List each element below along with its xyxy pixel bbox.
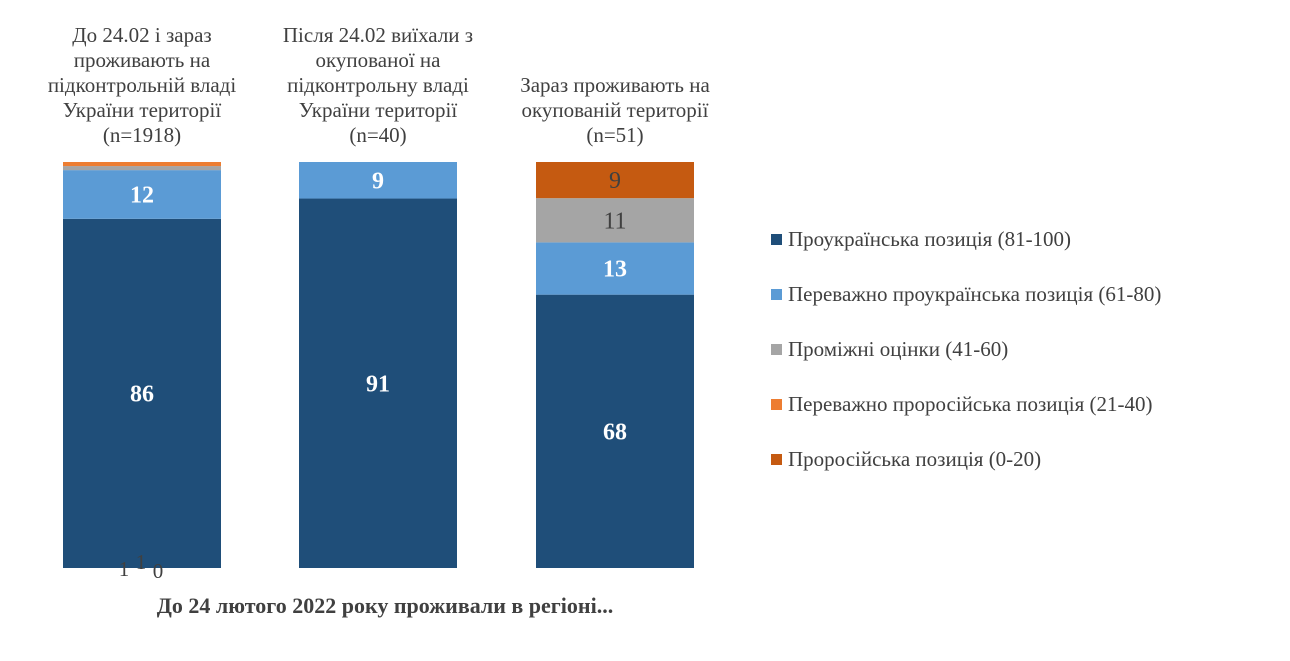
x-axis-title: До 24 лютого 2022 року проживали в регіо… xyxy=(156,593,614,618)
bar-segment xyxy=(536,162,694,199)
legend-label: Проросійська позиція (0-20) xyxy=(788,447,1042,471)
legend-label: Переважно проукраїнська позиція (61-80) xyxy=(788,282,1162,306)
category-label-2: Після 24.02 виїхали з окупованої на підкон… xyxy=(260,8,496,148)
data-label-small: 1 xyxy=(136,550,147,574)
data-label: 12 xyxy=(130,182,154,208)
bar-segment xyxy=(63,162,221,167)
legend-swatch xyxy=(771,344,782,355)
legend-swatch xyxy=(771,454,782,465)
bar-segment xyxy=(63,166,221,171)
legend-swatch xyxy=(771,399,782,410)
data-label: 9 xyxy=(372,168,384,194)
category-label-line: окупованої на xyxy=(315,48,441,72)
category-label-line: підконтрольну владі xyxy=(287,73,469,97)
legend-item: Проросійська позиція (0-20) xyxy=(771,432,1161,487)
legend-item: Переважно проросійська позиція (21-40) xyxy=(771,377,1161,432)
data-label-small: 1 xyxy=(119,557,130,581)
bar-segment xyxy=(536,242,694,295)
data-label-small: 0 xyxy=(153,559,164,583)
category-label-3: Зараз проживають на окупованій території(… xyxy=(497,8,733,148)
category-label-line: окупованій території xyxy=(521,98,709,122)
legend-swatch xyxy=(771,234,782,245)
legend: Проукраїнська позиція (81-100) Переважно … xyxy=(771,212,1161,487)
data-label: 9 xyxy=(609,168,621,194)
category-label-line: Після 24.02 виїхали з xyxy=(282,23,474,47)
bar-segment xyxy=(299,162,457,199)
legend-item: Проукраїнська позиція (81-100) xyxy=(771,212,1161,267)
bar-segment xyxy=(536,198,694,243)
data-label: 13 xyxy=(603,257,627,283)
legend-item: Проміжні оцінки (41-60) xyxy=(771,322,1161,377)
category-label-line: Зараз проживають на xyxy=(520,73,710,97)
category-label-line: (n=1918) xyxy=(102,123,182,147)
bar-segment xyxy=(536,294,694,568)
bar-segment xyxy=(63,170,221,219)
category-label-line: (n=51) xyxy=(586,123,644,147)
legend-swatch xyxy=(771,289,782,300)
legend-item: Переважно проукраїнська позиція (61-80) xyxy=(771,267,1161,322)
legend-label: Проміжні оцінки (41-60) xyxy=(788,337,1009,361)
category-label-line: До 24.02 і зараз xyxy=(72,23,212,47)
bar-segment xyxy=(299,198,457,569)
category-label-line: України території xyxy=(62,98,222,122)
data-label: 11 xyxy=(603,208,626,234)
data-label: 68 xyxy=(603,419,627,445)
data-label: 91 xyxy=(366,371,390,397)
category-label-line: (n=40) xyxy=(349,123,407,147)
data-label: 86 xyxy=(130,381,154,407)
category-label-line: проживають на xyxy=(73,48,211,72)
category-label-1: До 24.02 і зараз проживають на підконтроль… xyxy=(24,8,260,148)
category-label-line: підконтрольній владі xyxy=(47,73,237,97)
category-label-line: України території xyxy=(298,98,458,122)
bar-segment xyxy=(63,218,221,568)
legend-label: Переважно проросійська позиція (21-40) xyxy=(788,392,1153,416)
legend-label: Проукраїнська позиція (81-100) xyxy=(788,227,1072,251)
